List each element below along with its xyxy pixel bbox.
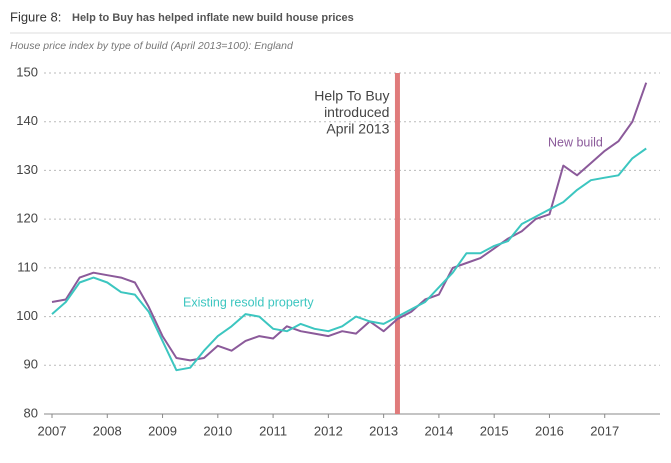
y-tick-label: 90 <box>24 357 38 372</box>
x-tick-label: 2017 <box>590 423 619 438</box>
y-tick-label: 120 <box>16 211 38 226</box>
y-tick-label: 110 <box>17 259 38 274</box>
y-tick-label: 80 <box>24 405 38 420</box>
x-tick-label: 2014 <box>424 423 453 438</box>
series-label: New build <box>548 135 603 149</box>
x-tick-label: 2009 <box>148 423 177 438</box>
y-tick-label: 150 <box>16 64 38 79</box>
series-line <box>51 82 648 362</box>
x-tick-label: 2013 <box>369 423 398 438</box>
y-tick-label: 100 <box>16 308 38 323</box>
x-tick-label: 2016 <box>535 423 564 438</box>
y-tick-label: 130 <box>16 162 38 177</box>
x-tick-label: 2015 <box>480 423 509 438</box>
chart-title: Help to Buy has helped inflate new build… <box>72 12 354 24</box>
series-label: Existing resold property <box>183 295 314 309</box>
x-tick-label: 2012 <box>314 423 343 438</box>
annotation-text: introduced <box>324 104 389 120</box>
x-tick-label: 2011 <box>259 423 287 438</box>
series-line <box>51 147 647 372</box>
figure-label: Figure 8: <box>10 9 61 24</box>
annotation-text: Help To Buy <box>314 88 389 104</box>
chart-subtitle: House price index by type of build (Apri… <box>10 40 294 52</box>
x-tick-label: 2010 <box>203 423 232 438</box>
x-tick-label: 2007 <box>38 423 67 438</box>
x-tick-label: 2008 <box>93 423 122 438</box>
annotation-text: April 2013 <box>326 121 389 137</box>
y-tick-label: 140 <box>16 113 38 128</box>
